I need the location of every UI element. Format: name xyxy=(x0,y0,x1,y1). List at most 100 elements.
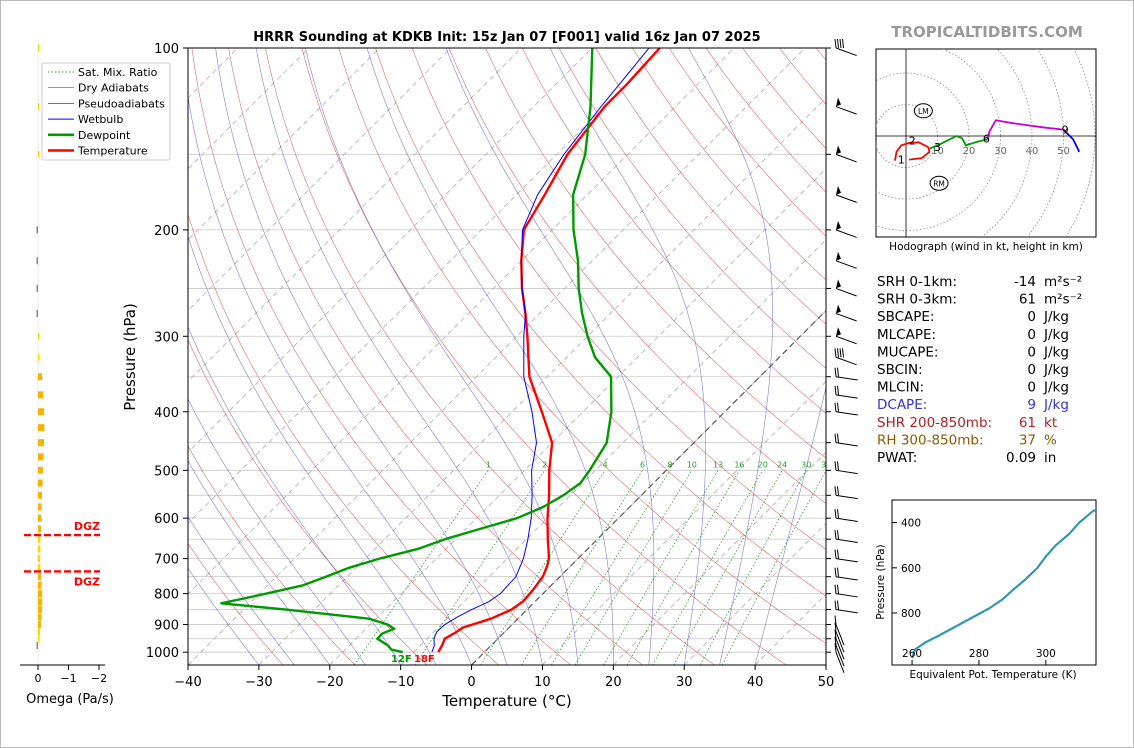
pseudoadiabat-line xyxy=(305,48,579,665)
legend-label: Dry Adiabats xyxy=(78,82,149,95)
mixing-ratio-label: 13 xyxy=(713,460,723,469)
mixing-ratio-line xyxy=(414,470,546,665)
dry-adiabat-line xyxy=(558,48,826,369)
index-row: SHR 200-850mb: 61 kt xyxy=(877,415,1057,431)
hodograph-ring-label: 50 xyxy=(1057,146,1070,157)
index-label: PWAT: xyxy=(877,450,917,466)
index-value: 61 xyxy=(1019,415,1036,431)
index-label: SRH 0-3km: xyxy=(877,292,957,308)
omega-bar xyxy=(38,479,43,487)
y-tick-label: 500 xyxy=(154,464,179,479)
isotherm-line xyxy=(329,168,826,665)
omega-bar xyxy=(36,642,38,650)
mixing-ratio-label: 24 xyxy=(777,460,787,469)
legend-label: Dewpoint xyxy=(78,129,131,142)
index-row: DCAPE: 9 J/kg xyxy=(877,397,1069,413)
omega-bar xyxy=(38,353,40,361)
omega-tick-label: −2 xyxy=(91,672,107,685)
dry-adiabat-line xyxy=(411,48,826,550)
dry-adiabat-line xyxy=(188,213,499,665)
pseudoadiabat-line xyxy=(188,95,472,665)
x-tick-label: 50 xyxy=(818,675,835,690)
index-label: RH 300-850mb: xyxy=(877,432,984,448)
hodograph-ring-label: 20 xyxy=(963,146,976,157)
omega-tick-label: 0 xyxy=(35,672,42,685)
index-value: 0 xyxy=(1027,327,1036,343)
mixing-ratio-label: 36 xyxy=(821,460,831,469)
dry-adiabat-line xyxy=(191,48,571,665)
omega-bar xyxy=(36,284,38,292)
storm-motion-marker-rm: RM xyxy=(929,175,949,191)
hodograph-panel: 10 20 30 40 50 12 3 6 9 LM RM Hodograph (wind in k… xyxy=(875,48,1097,253)
index-value: 0 xyxy=(1027,362,1036,378)
index-unit: J/kg xyxy=(1043,380,1069,396)
index-label: SHR 200-850mb: xyxy=(877,415,992,431)
wind-barb xyxy=(834,348,857,366)
omega-bar xyxy=(38,621,42,629)
x-tick-label: −20 xyxy=(316,675,343,690)
legend-label: Pseudoadiabats xyxy=(78,97,165,110)
omega-bar xyxy=(38,545,41,553)
x-tick-label: 20 xyxy=(605,675,622,690)
index-value: 0.09 xyxy=(1006,450,1036,466)
mixing-ratio-line xyxy=(550,470,671,665)
index-unit: J/kg xyxy=(1043,362,1069,378)
index-row: MLCIN: 0 J/kg xyxy=(877,380,1069,396)
wind-barb xyxy=(834,38,857,57)
omega-bar xyxy=(38,150,40,158)
index-label: SBCAPE: xyxy=(877,309,934,325)
index-unit: % xyxy=(1044,432,1057,448)
index-row: PWAT: 0.09 in xyxy=(877,450,1056,466)
pseudoadiabat-line xyxy=(549,48,706,665)
hodograph-ring-label: 10 xyxy=(931,146,944,157)
y-tick-label: 300 xyxy=(154,330,179,345)
wind-barb xyxy=(834,636,845,667)
theta-e-panel: 260 280 300 400 600 800 Pressure (hPa) Equiva… xyxy=(875,499,1097,681)
wind-barb xyxy=(834,367,858,381)
dgz-label: DGZ xyxy=(74,520,100,533)
omega-bar xyxy=(38,332,40,340)
index-label: SBCIN: xyxy=(877,362,923,378)
dry-adiabat-line xyxy=(485,48,826,459)
wind-barb xyxy=(835,220,857,238)
x-tick-label: 40 xyxy=(747,675,764,690)
index-label: MLCAPE: xyxy=(877,327,936,343)
svg-text:RM: RM xyxy=(933,179,945,188)
hodograph-segment xyxy=(987,119,1064,140)
skewt-plot-area xyxy=(187,47,827,666)
omega-bar xyxy=(36,226,38,234)
omega-bar xyxy=(38,408,45,416)
svg-text:LM: LM xyxy=(918,107,929,116)
omega-bar xyxy=(38,514,42,522)
hodograph-ring-label: 30 xyxy=(994,146,1007,157)
index-value: -14 xyxy=(1014,274,1036,290)
y-tick-label: 1000 xyxy=(146,646,179,661)
omega-bar xyxy=(38,439,45,447)
mixing-ratio-line xyxy=(480,470,606,665)
pseudoadiabat-line xyxy=(255,48,543,665)
mixing-ratio-label: 16 xyxy=(734,460,744,469)
omega-bar xyxy=(38,453,44,461)
wind-barbs xyxy=(834,38,858,673)
index-label: MLCIN: xyxy=(877,380,924,396)
theta-e-x-tick-label: 280 xyxy=(969,648,989,660)
mixing-ratio-line xyxy=(652,470,764,665)
index-row: SBCIN: 0 J/kg xyxy=(877,362,1069,378)
index-unit: m²s⁻² xyxy=(1044,274,1082,290)
isotherm-line xyxy=(188,48,522,382)
hodograph-caption: Hodograph (wind in kt, height in km) xyxy=(889,241,1083,253)
index-row: MLCAPE: 0 J/kg xyxy=(877,327,1069,343)
hodograph-ring-label: 40 xyxy=(1026,146,1039,157)
index-unit: J/kg xyxy=(1043,327,1069,343)
omega-bar xyxy=(38,373,43,381)
index-value: 9 xyxy=(1027,397,1036,413)
index-unit: kt xyxy=(1044,415,1057,431)
surface-temperature-label: 18F xyxy=(414,654,435,665)
y-tick-label: 800 xyxy=(154,588,179,603)
pseudoadiabat-line xyxy=(688,48,773,665)
index-label: SRH 0-1km: xyxy=(877,274,957,290)
omega-bar xyxy=(36,257,38,265)
index-value: 0 xyxy=(1027,380,1036,396)
pseudoadiabat-line xyxy=(215,48,508,665)
surface-dewpoint-label: 12F xyxy=(391,654,412,665)
